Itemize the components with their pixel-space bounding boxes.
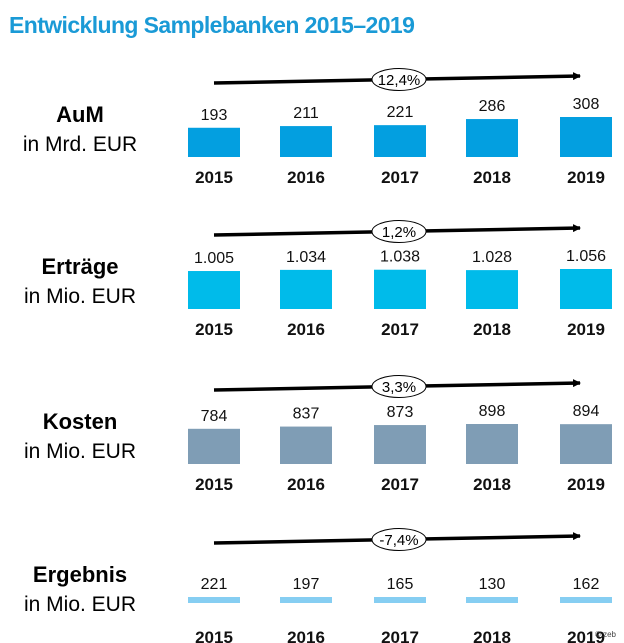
value-label: 873 [387,404,414,421]
x-tick-label: 2019 [567,168,605,187]
x-tick-label: 2016 [287,475,325,494]
panel-unit: in Mio. EUR [24,440,136,463]
growth-label: 1,2% [382,224,416,241]
bar [280,269,332,309]
bar [374,597,426,603]
x-tick-label: 2015 [195,168,233,187]
value-label: 898 [479,403,506,420]
growth-label: 3,3% [382,379,416,396]
bar [188,127,240,157]
growth-badge [371,68,427,91]
value-label: 130 [479,576,506,593]
bar [374,269,426,309]
bar [560,117,612,157]
x-tick-label: 2019 [567,628,605,643]
x-tick-label: 2018 [473,475,511,494]
bar [466,270,518,309]
bar [560,597,612,603]
x-tick-label: 2015 [195,475,233,494]
bar [466,119,518,157]
bar [374,425,426,464]
bar [466,597,518,603]
bar [466,424,518,464]
panel-title: Ergebnis [33,562,127,587]
value-label: 784 [201,408,228,425]
bar [560,269,612,309]
chart-title: Entwicklung Samplebanken 2015–2019 [9,12,415,38]
x-tick-label: 2017 [381,475,419,494]
value-label: 1.005 [194,250,234,267]
growth-badge [371,528,427,551]
panel-title: Kosten [43,409,118,434]
value-label: 894 [573,403,600,420]
x-tick-label: 2018 [473,628,511,643]
x-tick-label: 2019 [567,475,605,494]
copyright-note: © zeb [594,630,616,639]
x-tick-label: 2015 [195,320,233,339]
value-label: 1.056 [566,248,606,265]
bar [280,426,332,464]
value-label: 221 [387,104,414,121]
value-label: 308 [573,96,600,113]
value-label: 211 [293,105,319,122]
value-label: 165 [387,576,414,593]
growth-badge [371,220,427,243]
growth-badge [371,375,427,398]
value-label: 193 [201,107,228,124]
growth-label: -7,4% [379,532,418,549]
bar [188,428,240,464]
value-label: 162 [573,576,600,593]
x-tick-label: 2018 [473,320,511,339]
value-label: 197 [293,576,320,593]
x-tick-label: 2016 [287,168,325,187]
panel-title: Erträge [41,254,118,279]
bar [188,271,240,309]
x-tick-label: 2017 [381,320,419,339]
value-label: 837 [293,406,320,423]
x-tick-label: 2015 [195,628,233,643]
value-label: 1.034 [286,249,326,266]
bar [374,125,426,157]
value-label: 1.038 [380,249,420,266]
panel-unit: in Mrd. EUR [23,133,137,156]
panel-unit: in Mio. EUR [24,285,136,308]
value-label: 1.028 [472,249,512,266]
x-tick-label: 2018 [473,168,511,187]
bar [280,597,332,603]
x-tick-label: 2017 [381,168,419,187]
bar [188,597,240,603]
panel-unit: in Mio. EUR [24,593,136,616]
panel-title: AuM [56,102,104,127]
growth-label: 12,4% [378,72,421,89]
value-label: 221 [201,576,228,593]
bar [560,424,612,464]
x-tick-label: 2016 [287,320,325,339]
value-label: 286 [479,98,506,115]
bar [280,126,332,157]
x-tick-label: 2017 [381,628,419,643]
x-tick-label: 2016 [287,628,325,643]
x-tick-label: 2019 [567,320,605,339]
